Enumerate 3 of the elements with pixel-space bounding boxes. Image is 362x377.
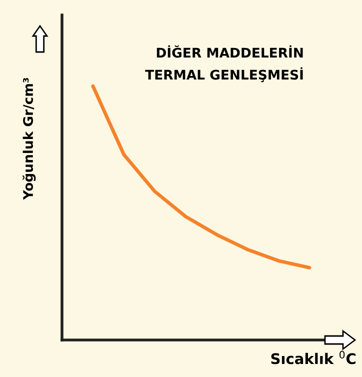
- chart-title: DİĞER MADDELERİN TERMAL GENLEŞMESİ: [145, 45, 303, 82]
- y-axis-title: Yoğunluk Gr/cm³: [22, 78, 36, 200]
- x-axis-title: Sıcaklık $^{0}$C: [271, 350, 356, 364]
